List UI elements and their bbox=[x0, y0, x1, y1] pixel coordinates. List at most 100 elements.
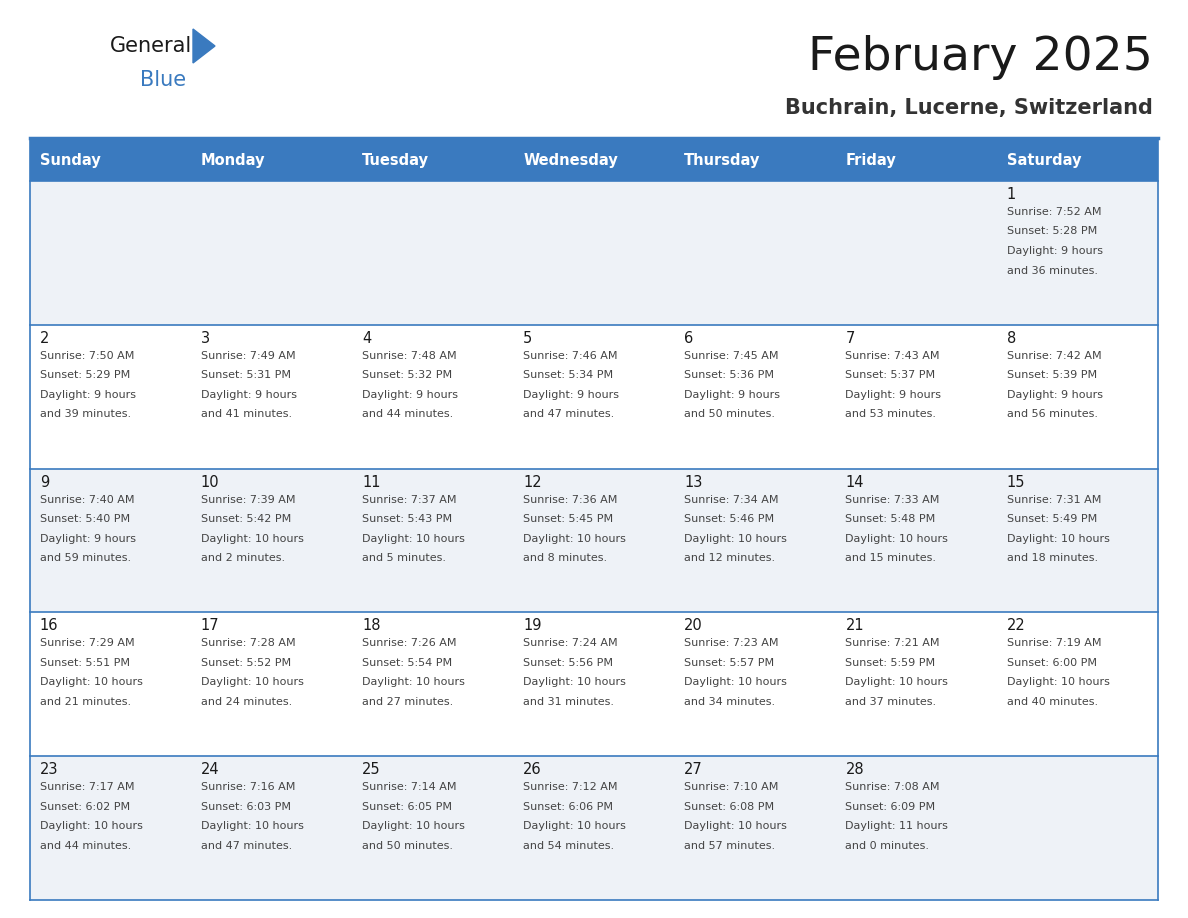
Text: 26: 26 bbox=[523, 762, 542, 778]
Text: and 8 minutes.: and 8 minutes. bbox=[523, 554, 607, 563]
Text: Sunset: 6:00 PM: Sunset: 6:00 PM bbox=[1006, 658, 1097, 668]
Text: 12: 12 bbox=[523, 475, 542, 489]
Text: 23: 23 bbox=[39, 762, 58, 778]
Text: Sunrise: 7:21 AM: Sunrise: 7:21 AM bbox=[846, 638, 940, 648]
Text: Sunrise: 7:45 AM: Sunrise: 7:45 AM bbox=[684, 351, 779, 361]
Text: Sunset: 5:40 PM: Sunset: 5:40 PM bbox=[39, 514, 129, 524]
Text: Daylight: 10 hours: Daylight: 10 hours bbox=[523, 822, 626, 831]
Text: and 57 minutes.: and 57 minutes. bbox=[684, 841, 776, 851]
Text: 10: 10 bbox=[201, 475, 220, 489]
Text: 4: 4 bbox=[362, 330, 371, 346]
Text: Sunset: 5:57 PM: Sunset: 5:57 PM bbox=[684, 658, 775, 668]
Text: Sunday: Sunday bbox=[39, 152, 101, 167]
Text: 20: 20 bbox=[684, 619, 703, 633]
Text: Sunrise: 7:49 AM: Sunrise: 7:49 AM bbox=[201, 351, 296, 361]
Text: Daylight: 10 hours: Daylight: 10 hours bbox=[39, 677, 143, 688]
Text: Sunrise: 7:17 AM: Sunrise: 7:17 AM bbox=[39, 782, 134, 792]
FancyBboxPatch shape bbox=[30, 325, 1158, 468]
Text: Daylight: 9 hours: Daylight: 9 hours bbox=[362, 390, 457, 400]
Text: Daylight: 9 hours: Daylight: 9 hours bbox=[201, 390, 297, 400]
Text: and 40 minutes.: and 40 minutes. bbox=[1006, 697, 1098, 707]
Text: and 34 minutes.: and 34 minutes. bbox=[684, 697, 776, 707]
Text: and 41 minutes.: and 41 minutes. bbox=[201, 409, 292, 420]
Text: Sunrise: 7:19 AM: Sunrise: 7:19 AM bbox=[1006, 638, 1101, 648]
Text: 25: 25 bbox=[362, 762, 380, 778]
Text: and 56 minutes.: and 56 minutes. bbox=[1006, 409, 1098, 420]
Text: Sunset: 5:51 PM: Sunset: 5:51 PM bbox=[39, 658, 129, 668]
Text: Sunrise: 7:29 AM: Sunrise: 7:29 AM bbox=[39, 638, 134, 648]
Text: Sunset: 5:28 PM: Sunset: 5:28 PM bbox=[1006, 227, 1097, 237]
Text: 1: 1 bbox=[1006, 187, 1016, 202]
Text: and 0 minutes.: and 0 minutes. bbox=[846, 841, 929, 851]
Text: Sunset: 5:34 PM: Sunset: 5:34 PM bbox=[523, 370, 613, 380]
Text: Sunrise: 7:40 AM: Sunrise: 7:40 AM bbox=[39, 495, 134, 505]
Text: Sunset: 5:31 PM: Sunset: 5:31 PM bbox=[201, 370, 291, 380]
Text: 21: 21 bbox=[846, 619, 864, 633]
Text: 15: 15 bbox=[1006, 475, 1025, 489]
Text: Sunset: 5:52 PM: Sunset: 5:52 PM bbox=[201, 658, 291, 668]
Text: and 39 minutes.: and 39 minutes. bbox=[39, 409, 131, 420]
Text: 14: 14 bbox=[846, 475, 864, 489]
Text: and 47 minutes.: and 47 minutes. bbox=[201, 841, 292, 851]
Text: Sunrise: 7:10 AM: Sunrise: 7:10 AM bbox=[684, 782, 778, 792]
Text: Sunrise: 7:37 AM: Sunrise: 7:37 AM bbox=[362, 495, 456, 505]
Text: and 44 minutes.: and 44 minutes. bbox=[362, 409, 453, 420]
FancyBboxPatch shape bbox=[30, 612, 1158, 756]
Text: Sunrise: 7:24 AM: Sunrise: 7:24 AM bbox=[523, 638, 618, 648]
Text: Sunset: 5:45 PM: Sunset: 5:45 PM bbox=[523, 514, 613, 524]
Text: and 50 minutes.: and 50 minutes. bbox=[684, 409, 776, 420]
Text: Sunset: 5:46 PM: Sunset: 5:46 PM bbox=[684, 514, 775, 524]
Text: and 5 minutes.: and 5 minutes. bbox=[362, 554, 446, 563]
Text: and 15 minutes.: and 15 minutes. bbox=[846, 554, 936, 563]
FancyBboxPatch shape bbox=[30, 139, 1158, 181]
Text: Daylight: 10 hours: Daylight: 10 hours bbox=[523, 533, 626, 543]
Text: 18: 18 bbox=[362, 619, 380, 633]
FancyBboxPatch shape bbox=[30, 756, 1158, 900]
Text: Sunrise: 7:14 AM: Sunrise: 7:14 AM bbox=[362, 782, 456, 792]
Text: Thursday: Thursday bbox=[684, 152, 760, 167]
Text: Daylight: 9 hours: Daylight: 9 hours bbox=[846, 390, 941, 400]
Text: Sunrise: 7:36 AM: Sunrise: 7:36 AM bbox=[523, 495, 618, 505]
Text: Tuesday: Tuesday bbox=[362, 152, 429, 167]
Text: Sunset: 5:43 PM: Sunset: 5:43 PM bbox=[362, 514, 453, 524]
Text: Sunrise: 7:28 AM: Sunrise: 7:28 AM bbox=[201, 638, 296, 648]
Text: 7: 7 bbox=[846, 330, 854, 346]
Text: and 24 minutes.: and 24 minutes. bbox=[201, 697, 292, 707]
Text: Sunset: 5:49 PM: Sunset: 5:49 PM bbox=[1006, 514, 1097, 524]
Text: Sunrise: 7:43 AM: Sunrise: 7:43 AM bbox=[846, 351, 940, 361]
Text: Sunset: 5:36 PM: Sunset: 5:36 PM bbox=[684, 370, 775, 380]
Text: 24: 24 bbox=[201, 762, 220, 778]
Text: Daylight: 10 hours: Daylight: 10 hours bbox=[523, 677, 626, 688]
Text: General: General bbox=[110, 36, 192, 56]
Text: and 2 minutes.: and 2 minutes. bbox=[201, 554, 285, 563]
Text: Saturday: Saturday bbox=[1006, 152, 1081, 167]
Text: Sunset: 5:56 PM: Sunset: 5:56 PM bbox=[523, 658, 613, 668]
Text: Sunrise: 7:26 AM: Sunrise: 7:26 AM bbox=[362, 638, 456, 648]
Text: Sunrise: 7:08 AM: Sunrise: 7:08 AM bbox=[846, 782, 940, 792]
Text: Daylight: 9 hours: Daylight: 9 hours bbox=[523, 390, 619, 400]
Text: Monday: Monday bbox=[201, 152, 265, 167]
Text: and 47 minutes.: and 47 minutes. bbox=[523, 409, 614, 420]
Text: Sunset: 6:03 PM: Sunset: 6:03 PM bbox=[201, 801, 291, 812]
Text: Daylight: 11 hours: Daylight: 11 hours bbox=[846, 822, 948, 831]
Text: Sunset: 6:02 PM: Sunset: 6:02 PM bbox=[39, 801, 129, 812]
Text: Sunset: 5:39 PM: Sunset: 5:39 PM bbox=[1006, 370, 1097, 380]
Text: Sunrise: 7:48 AM: Sunrise: 7:48 AM bbox=[362, 351, 456, 361]
Text: Sunset: 6:09 PM: Sunset: 6:09 PM bbox=[846, 801, 935, 812]
Text: Daylight: 10 hours: Daylight: 10 hours bbox=[1006, 677, 1110, 688]
Polygon shape bbox=[192, 29, 215, 63]
Text: 17: 17 bbox=[201, 619, 220, 633]
Text: Daylight: 9 hours: Daylight: 9 hours bbox=[1006, 246, 1102, 256]
Text: 27: 27 bbox=[684, 762, 703, 778]
Text: Daylight: 10 hours: Daylight: 10 hours bbox=[684, 822, 788, 831]
Text: and 44 minutes.: and 44 minutes. bbox=[39, 841, 131, 851]
Text: 22: 22 bbox=[1006, 619, 1025, 633]
Text: Sunrise: 7:46 AM: Sunrise: 7:46 AM bbox=[523, 351, 618, 361]
Text: and 21 minutes.: and 21 minutes. bbox=[39, 697, 131, 707]
Text: Sunrise: 7:42 AM: Sunrise: 7:42 AM bbox=[1006, 351, 1101, 361]
Text: 5: 5 bbox=[523, 330, 532, 346]
Text: 28: 28 bbox=[846, 762, 864, 778]
Text: 3: 3 bbox=[201, 330, 210, 346]
Text: 2: 2 bbox=[39, 330, 49, 346]
Text: and 37 minutes.: and 37 minutes. bbox=[846, 697, 936, 707]
